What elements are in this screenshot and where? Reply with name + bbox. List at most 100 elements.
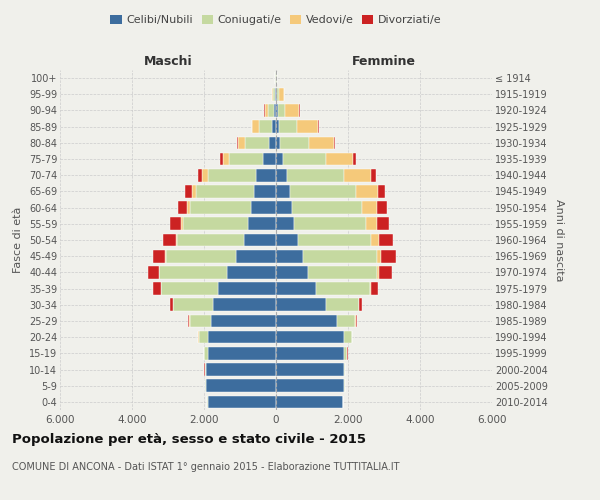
Bar (276, 88, 277, 101)
Bar (205, 363, 206, 376)
Bar (166, 250, 236, 262)
Bar (285, 104, 299, 117)
Bar (276, 380, 344, 392)
Bar (273, 88, 275, 101)
Bar (278, 88, 284, 101)
Bar (276, 152, 283, 166)
Bar (316, 282, 370, 295)
Bar (326, 152, 353, 166)
Bar (206, 363, 276, 376)
Bar (223, 152, 229, 166)
Bar (237, 136, 238, 149)
Bar (252, 120, 259, 133)
Bar (238, 136, 245, 149)
Bar (263, 152, 276, 166)
Bar (309, 136, 334, 149)
Bar (161, 282, 218, 295)
Bar (244, 234, 276, 246)
Text: Femmine: Femmine (352, 54, 416, 68)
Text: Popolazione per età, sesso e stato civile - 2015: Popolazione per età, sesso e stato civil… (12, 432, 366, 446)
Bar (359, 298, 362, 311)
Bar (276, 136, 280, 149)
Bar (377, 202, 387, 214)
Bar (378, 185, 385, 198)
Bar (283, 152, 326, 166)
Bar (326, 298, 359, 311)
Bar (159, 266, 227, 278)
Bar (236, 250, 276, 262)
Bar (181, 218, 183, 230)
Bar (303, 250, 377, 262)
Y-axis label: Fasce di età: Fasce di età (13, 207, 23, 273)
Bar (188, 314, 190, 328)
Bar (256, 169, 276, 181)
Bar (337, 314, 355, 328)
Bar (276, 314, 337, 328)
Bar (220, 152, 223, 166)
Bar (298, 234, 371, 246)
Bar (202, 169, 208, 181)
Bar (211, 314, 276, 328)
Bar (275, 88, 276, 101)
Bar (269, 136, 276, 149)
Bar (381, 250, 395, 262)
Bar (208, 169, 256, 181)
Bar (308, 266, 377, 278)
Bar (371, 282, 378, 295)
Bar (290, 185, 356, 198)
Bar (208, 396, 276, 408)
Bar (344, 331, 352, 344)
Bar (276, 169, 287, 181)
Bar (208, 347, 276, 360)
Bar (379, 266, 392, 278)
Bar (370, 282, 371, 295)
Bar (268, 104, 274, 117)
Bar (366, 218, 377, 230)
Bar (251, 202, 276, 214)
Bar (276, 218, 294, 230)
Bar (276, 202, 292, 214)
Bar (148, 266, 158, 278)
Bar (287, 169, 344, 181)
Bar (377, 250, 381, 262)
Bar (276, 120, 279, 133)
Bar (276, 298, 326, 311)
Bar (185, 185, 192, 198)
Bar (206, 380, 276, 392)
Bar (344, 347, 347, 360)
Bar (371, 234, 379, 246)
Bar (254, 185, 276, 198)
Bar (276, 363, 344, 376)
Bar (227, 266, 276, 278)
Bar (276, 250, 303, 262)
Bar (208, 331, 276, 344)
Bar (198, 169, 202, 181)
Bar (177, 234, 244, 246)
Y-axis label: Anni di nascita: Anni di nascita (554, 198, 565, 281)
Bar (251, 120, 252, 133)
Bar (276, 282, 316, 295)
Bar (170, 298, 173, 311)
Bar (229, 152, 263, 166)
Bar (192, 185, 196, 198)
Bar (173, 298, 213, 311)
Bar (292, 202, 362, 214)
Bar (344, 169, 371, 181)
Bar (187, 202, 190, 214)
Bar (277, 88, 278, 101)
Bar (371, 169, 376, 181)
Text: Maschi: Maschi (143, 54, 193, 68)
Legend: Celibi/Nubili, Coniugati/e, Vedovi/e, Divorziati/e: Celibi/Nubili, Coniugati/e, Vedovi/e, Di… (106, 10, 446, 30)
Bar (297, 120, 319, 133)
Bar (276, 396, 343, 408)
Bar (272, 120, 276, 133)
Bar (362, 202, 377, 214)
Bar (178, 202, 187, 214)
Bar (379, 234, 393, 246)
Bar (196, 185, 254, 198)
Bar (276, 331, 344, 344)
Bar (183, 218, 248, 230)
Bar (163, 234, 176, 246)
Bar (204, 347, 208, 360)
Bar (353, 152, 356, 166)
